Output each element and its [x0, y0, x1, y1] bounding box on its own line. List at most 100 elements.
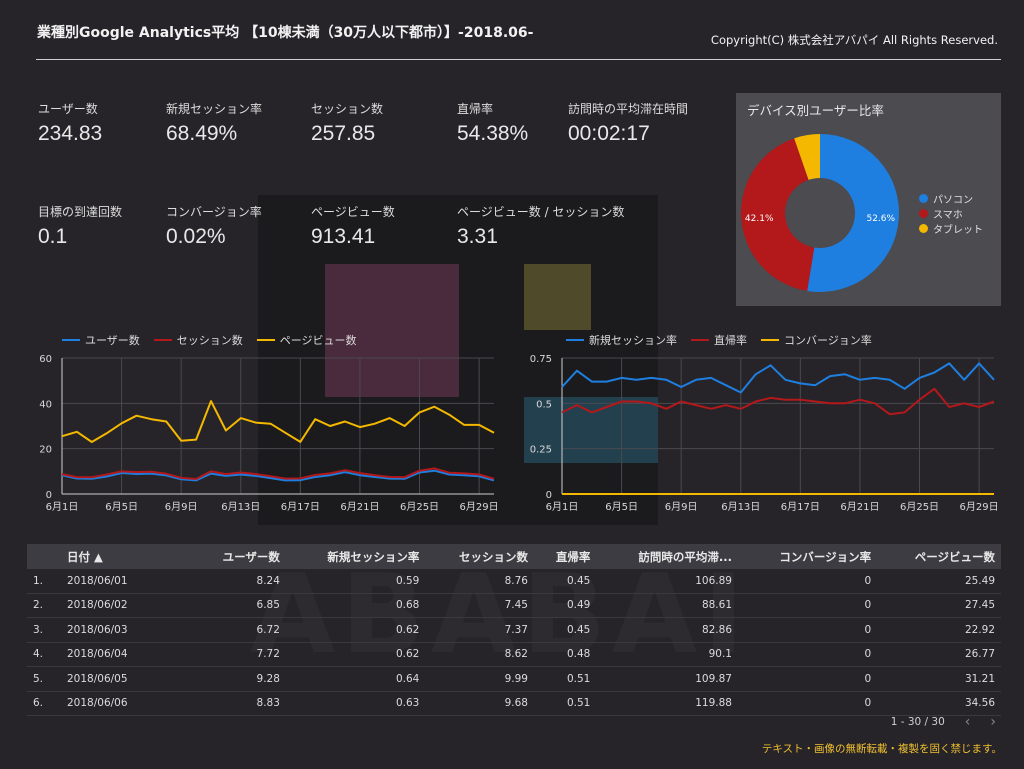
table-pagination: 1 - 30 / 30 ‹ ›: [891, 714, 996, 730]
row-index: 6.: [27, 691, 61, 716]
cell-pageviews: 34.56: [877, 691, 1001, 716]
table-row: 4. 2018/06/04 7.72 0.62 8.62 0.48 90.1 0 26.77: [27, 642, 1001, 667]
chevron-right-icon[interactable]: ›: [990, 714, 996, 730]
legend-item-smartphone[interactable]: スマホ: [919, 206, 963, 221]
row-index: 5.: [27, 666, 61, 692]
table-row: 6. 2018/06/06 8.83 0.63 9.68 0.51 119.88 0 34.56: [27, 691, 1001, 716]
legend-label: タブレット: [933, 225, 983, 236]
x-tick-label: 6月25日: [900, 501, 939, 513]
cell-pageviews: 26.77: [877, 642, 1001, 667]
table-header-avg-duration[interactable]: 訪問時の平均滞...: [596, 544, 738, 569]
donut-slice-0[interactable]: [807, 134, 899, 292]
cell-date: 2018/06/04: [61, 642, 193, 667]
kpi-label: 新規セッション率: [166, 102, 263, 116]
x-tick-label: 6月5日: [605, 501, 638, 513]
cell-conversion-rate: 0: [738, 642, 878, 667]
cell-conversion-rate: 0: [738, 569, 878, 594]
table-header-conversion-rate[interactable]: コンバージョン率: [738, 544, 878, 569]
cell-bounce-rate: 0.45: [534, 569, 597, 594]
legend-label: セッション数: [176, 334, 243, 347]
series-line-1[interactable]: [61, 467, 495, 480]
kpi-value: 913.41: [311, 225, 376, 248]
table-header-users[interactable]: ユーザー数: [193, 544, 286, 569]
legend-item-conversion-rate[interactable]: コンバージョン率: [761, 332, 872, 348]
cell-sessions: 7.37: [425, 617, 534, 643]
header-divider: [36, 59, 1001, 60]
legend-line-icon: [62, 339, 80, 341]
x-tick-label: 6月1日: [46, 501, 79, 513]
cell-conversion-rate: 0: [738, 666, 878, 692]
x-tick-label: 6月17日: [781, 501, 820, 513]
kpi-value: 00:02:17: [568, 122, 650, 145]
cell-bounce-rate: 0.51: [534, 691, 597, 716]
table-header-bounce-rate[interactable]: 直帰率: [534, 544, 597, 569]
donut-slice-2[interactable]: [794, 134, 820, 180]
legend-item-sessions[interactable]: セッション数: [153, 332, 243, 348]
legend-item-pageviews[interactable]: ページビュー数: [256, 332, 357, 348]
cell-date: 2018/06/06: [61, 691, 193, 716]
footer-notice: テキスト・画像の無断転載・複製を固く禁じます。: [761, 743, 1002, 755]
series-line-0[interactable]: [561, 362, 995, 394]
series-line-2[interactable]: [61, 400, 495, 443]
kpi-value: 234.83: [38, 122, 103, 145]
row-index: 1.: [27, 569, 61, 594]
table-header-sessions[interactable]: セッション数: [425, 544, 534, 569]
users-sessions-pageviews-chart[interactable]: 0 20 40 60 6月1日 6月5日 6月9日 6月13日 6月17日 6月21日 6月25日 6…: [20, 348, 510, 518]
cell-new-session-rate: 0.64: [285, 666, 426, 692]
rates-chart[interactable]: 0 0.25 0.5 0.75 6月1日 6月5日 6月9日 6月13日 6月17日 6月21日 6…: [520, 348, 1010, 518]
kpi-sessions: セッション数 257.85: [311, 100, 383, 146]
legend-label: 直帰率: [714, 334, 747, 347]
kpi-pageviews: ページビュー数 913.41: [311, 203, 395, 249]
x-tick-label: 6月25日: [400, 501, 439, 513]
cell-avg-duration: 88.61: [596, 593, 738, 618]
legend-line-icon: [566, 339, 584, 341]
row-index: 3.: [27, 617, 61, 643]
cell-new-session-rate: 0.62: [285, 617, 426, 643]
device-ratio-title: デバイス別ユーザー比率: [747, 103, 884, 118]
kpi-label: セッション数: [311, 102, 384, 116]
legend-line-icon: [153, 339, 172, 341]
cell-users: 9.28: [193, 666, 286, 692]
legend-item-pc[interactable]: パソコン: [919, 191, 973, 206]
cell-avg-duration: 106.89: [596, 569, 738, 594]
cell-avg-duration: 119.88: [596, 691, 738, 716]
table-header-pageviews[interactable]: ページビュー数: [877, 544, 1001, 569]
chart1-legend: ユーザー数 セッション数 ページビュー数: [62, 332, 371, 348]
legend-item-new-session-rate[interactable]: 新規セッション率: [566, 332, 677, 348]
chart2-legend: 新規セッション率 直帰率 コンバージョン率: [566, 332, 886, 348]
kpi-label: ページビュー数 / セッション数: [457, 205, 625, 219]
kpi-goal-completions: 目標の到達回数 0.1: [38, 203, 122, 249]
legend-item-bounce-rate[interactable]: 直帰率: [691, 332, 747, 348]
cell-users: 6.85: [193, 593, 286, 618]
cell-new-session-rate: 0.62: [285, 642, 426, 667]
page-title: 業種別Google Analytics平均 【10棟未満（30万人以下都市）】-…: [37, 25, 534, 41]
cell-new-session-rate: 0.68: [285, 593, 426, 618]
kpi-value: 68.49%: [166, 122, 238, 145]
legend-label: パソコン: [933, 195, 973, 206]
table-row: 5. 2018/06/05 9.28 0.64 9.99 0.51 109.87 0 31.21: [27, 666, 1001, 692]
cell-bounce-rate: 0.48: [534, 642, 597, 667]
daily-data-table: 日付 ▲ ユーザー数 新規セッション率 セッション数 直帰率 訪問時の平均滞..…: [27, 544, 1001, 716]
x-tick-label: 6月5日: [105, 501, 138, 513]
table-header-index: [27, 544, 61, 569]
chevron-left-icon[interactable]: ‹: [964, 714, 971, 730]
y-tick-label: 60: [39, 354, 52, 365]
device-donut-chart[interactable]: 52.6% 42.1%: [736, 93, 1001, 306]
y-tick-label: 0.25: [530, 445, 552, 456]
x-tick-label: 6月9日: [665, 501, 698, 513]
legend-label: スマホ: [933, 210, 963, 221]
series-line-1[interactable]: [561, 387, 995, 416]
copyright-text: Copyright(C) 株式会社アバパイ All Rights Reserve…: [710, 33, 998, 47]
donut-slice-1[interactable]: [741, 138, 815, 291]
cell-users: 8.83: [193, 691, 286, 716]
series-line-0[interactable]: [61, 469, 495, 482]
cell-sessions: 8.62: [425, 642, 534, 667]
table-header-new-session-rate[interactable]: 新規セッション率: [285, 544, 426, 569]
legend-item-tablet[interactable]: タブレット: [919, 221, 983, 236]
legend-item-users[interactable]: ユーザー数: [62, 332, 140, 348]
table-header-date[interactable]: 日付 ▲: [61, 544, 193, 569]
cell-avg-duration: 90.1: [596, 642, 738, 667]
cell-new-session-rate: 0.63: [285, 691, 426, 716]
kpi-conversion-rate: コンバージョン率 0.02%: [166, 203, 262, 249]
legend-dot-icon: [919, 194, 928, 203]
